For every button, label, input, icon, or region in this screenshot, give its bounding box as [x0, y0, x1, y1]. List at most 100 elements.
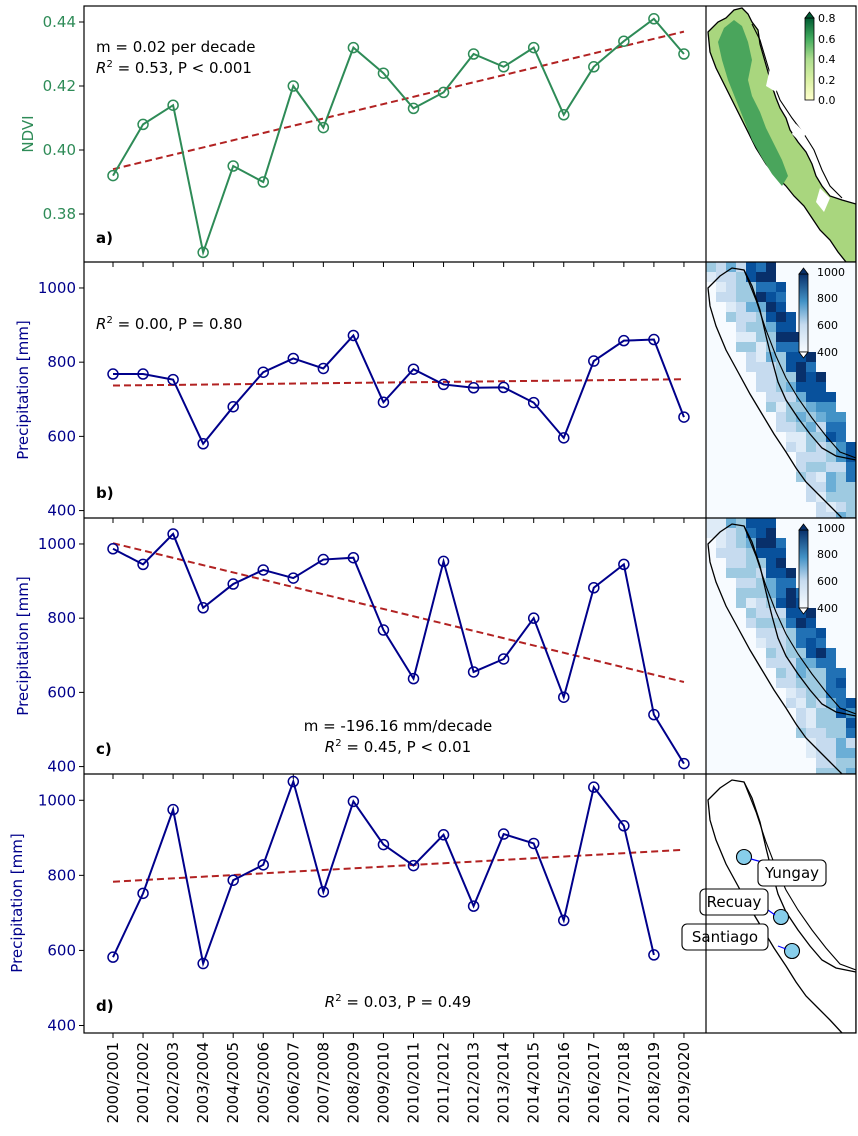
grid-cell: [806, 748, 816, 758]
data-point: [588, 355, 600, 367]
grid-cell: [816, 502, 826, 512]
grid-cell: [736, 558, 746, 568]
x-tick-label: 2014/2015: [525, 1042, 543, 1123]
data-point: [407, 859, 420, 872]
grid-cell: [826, 658, 836, 668]
grid-cell: [746, 322, 756, 332]
y-tick-label: 400: [47, 502, 76, 520]
grid-cell: [796, 648, 806, 658]
data-point: [377, 838, 390, 851]
data-point: [347, 329, 360, 342]
grid-cell: [836, 462, 846, 472]
grid-cell: [846, 758, 856, 768]
precip-map-b-ridge: [743, 269, 856, 459]
grid-cell: [746, 312, 756, 322]
svg-text:1000: 1000: [817, 522, 845, 535]
data-point: [167, 803, 179, 816]
data-point: [558, 691, 570, 703]
grid-cell: [706, 272, 716, 282]
grid-cell: [706, 262, 716, 272]
x-tick-label: 2006/2007: [284, 1042, 302, 1123]
grid-cell: [786, 568, 796, 578]
grid-cell: [786, 342, 796, 352]
data-point: [287, 572, 300, 584]
panel-label-c: c): [96, 740, 112, 758]
data-point: [467, 382, 480, 394]
grid-cell: [806, 698, 816, 708]
grid-cell: [786, 688, 796, 698]
grid-cell: [766, 262, 776, 272]
data-point: [648, 708, 660, 721]
data-point: [137, 558, 149, 571]
grid-cell: [766, 548, 776, 558]
ndvi-colorbar: [804, 11, 815, 101]
grid-cell: [776, 598, 786, 608]
grid-cell: [746, 558, 756, 568]
grid-cell: [776, 638, 786, 648]
grid-cell: [826, 718, 836, 728]
data-point: [347, 551, 360, 564]
data-point: [107, 169, 119, 182]
y-axis-label-b: Precipitation [mm]: [14, 320, 32, 459]
grid-cell: [806, 452, 816, 462]
grid-cell: [836, 758, 846, 768]
grid-cell: [806, 688, 816, 698]
series-line: [112, 532, 685, 765]
grid-cell: [816, 708, 826, 718]
grid-cell: [796, 382, 806, 392]
grid-cell: [806, 442, 816, 452]
panel-label-b: b): [96, 484, 114, 502]
precip-grid-c: [706, 518, 856, 774]
grid-cell: [716, 548, 726, 558]
grid-cell: [836, 422, 846, 432]
grid-cell: [736, 302, 746, 312]
data-point: [618, 820, 630, 832]
grid-cell: [806, 402, 816, 412]
data-point: [437, 555, 450, 568]
grid-cell: [756, 262, 766, 272]
grid-cell: [796, 442, 806, 452]
grid-cell: [726, 538, 736, 548]
grid-cell: [806, 718, 816, 728]
data-point: [227, 874, 239, 886]
grid-cell: [756, 372, 766, 382]
grid-cell: [766, 282, 776, 292]
data-point: [257, 176, 269, 188]
trend-line: [112, 378, 684, 387]
grid-cell: [796, 638, 806, 648]
svg-text:400: 400: [817, 602, 838, 615]
grid-cell: [786, 332, 796, 342]
grid-cell: [816, 412, 826, 422]
data-point: [588, 582, 600, 594]
svg-text:600: 600: [817, 575, 838, 588]
svg-text:Yungay: Yungay: [764, 864, 819, 882]
grid-cell: [806, 678, 816, 688]
grid-cell: [776, 372, 786, 382]
data-point: [588, 781, 600, 793]
grid-cell: [726, 272, 736, 282]
grid-cell: [746, 578, 756, 588]
grid-cell: [736, 578, 746, 588]
grid-cell: [836, 432, 846, 442]
grid-cell: [736, 528, 746, 538]
grid-cell: [796, 708, 806, 718]
grid-cell: [786, 608, 796, 618]
grid-cell: [786, 422, 796, 432]
data-point: [618, 558, 630, 571]
grid-cell: [796, 678, 806, 688]
grid-cell: [796, 432, 806, 442]
grid-cell: [706, 528, 716, 538]
grid-cell: [796, 628, 806, 638]
grid-cell: [796, 422, 806, 432]
y-tick-label: 400: [47, 758, 76, 776]
data-point: [467, 900, 480, 912]
grid-cell: [806, 462, 816, 472]
grid-cell: [746, 548, 756, 558]
data-point: [257, 564, 269, 576]
grid-cell: [836, 668, 846, 678]
grid-cell: [736, 568, 746, 578]
station-label-recuay: Recuay: [699, 888, 769, 916]
svg-text:800: 800: [817, 292, 838, 305]
grid-cell: [806, 708, 816, 718]
grid-cell: [826, 462, 836, 472]
